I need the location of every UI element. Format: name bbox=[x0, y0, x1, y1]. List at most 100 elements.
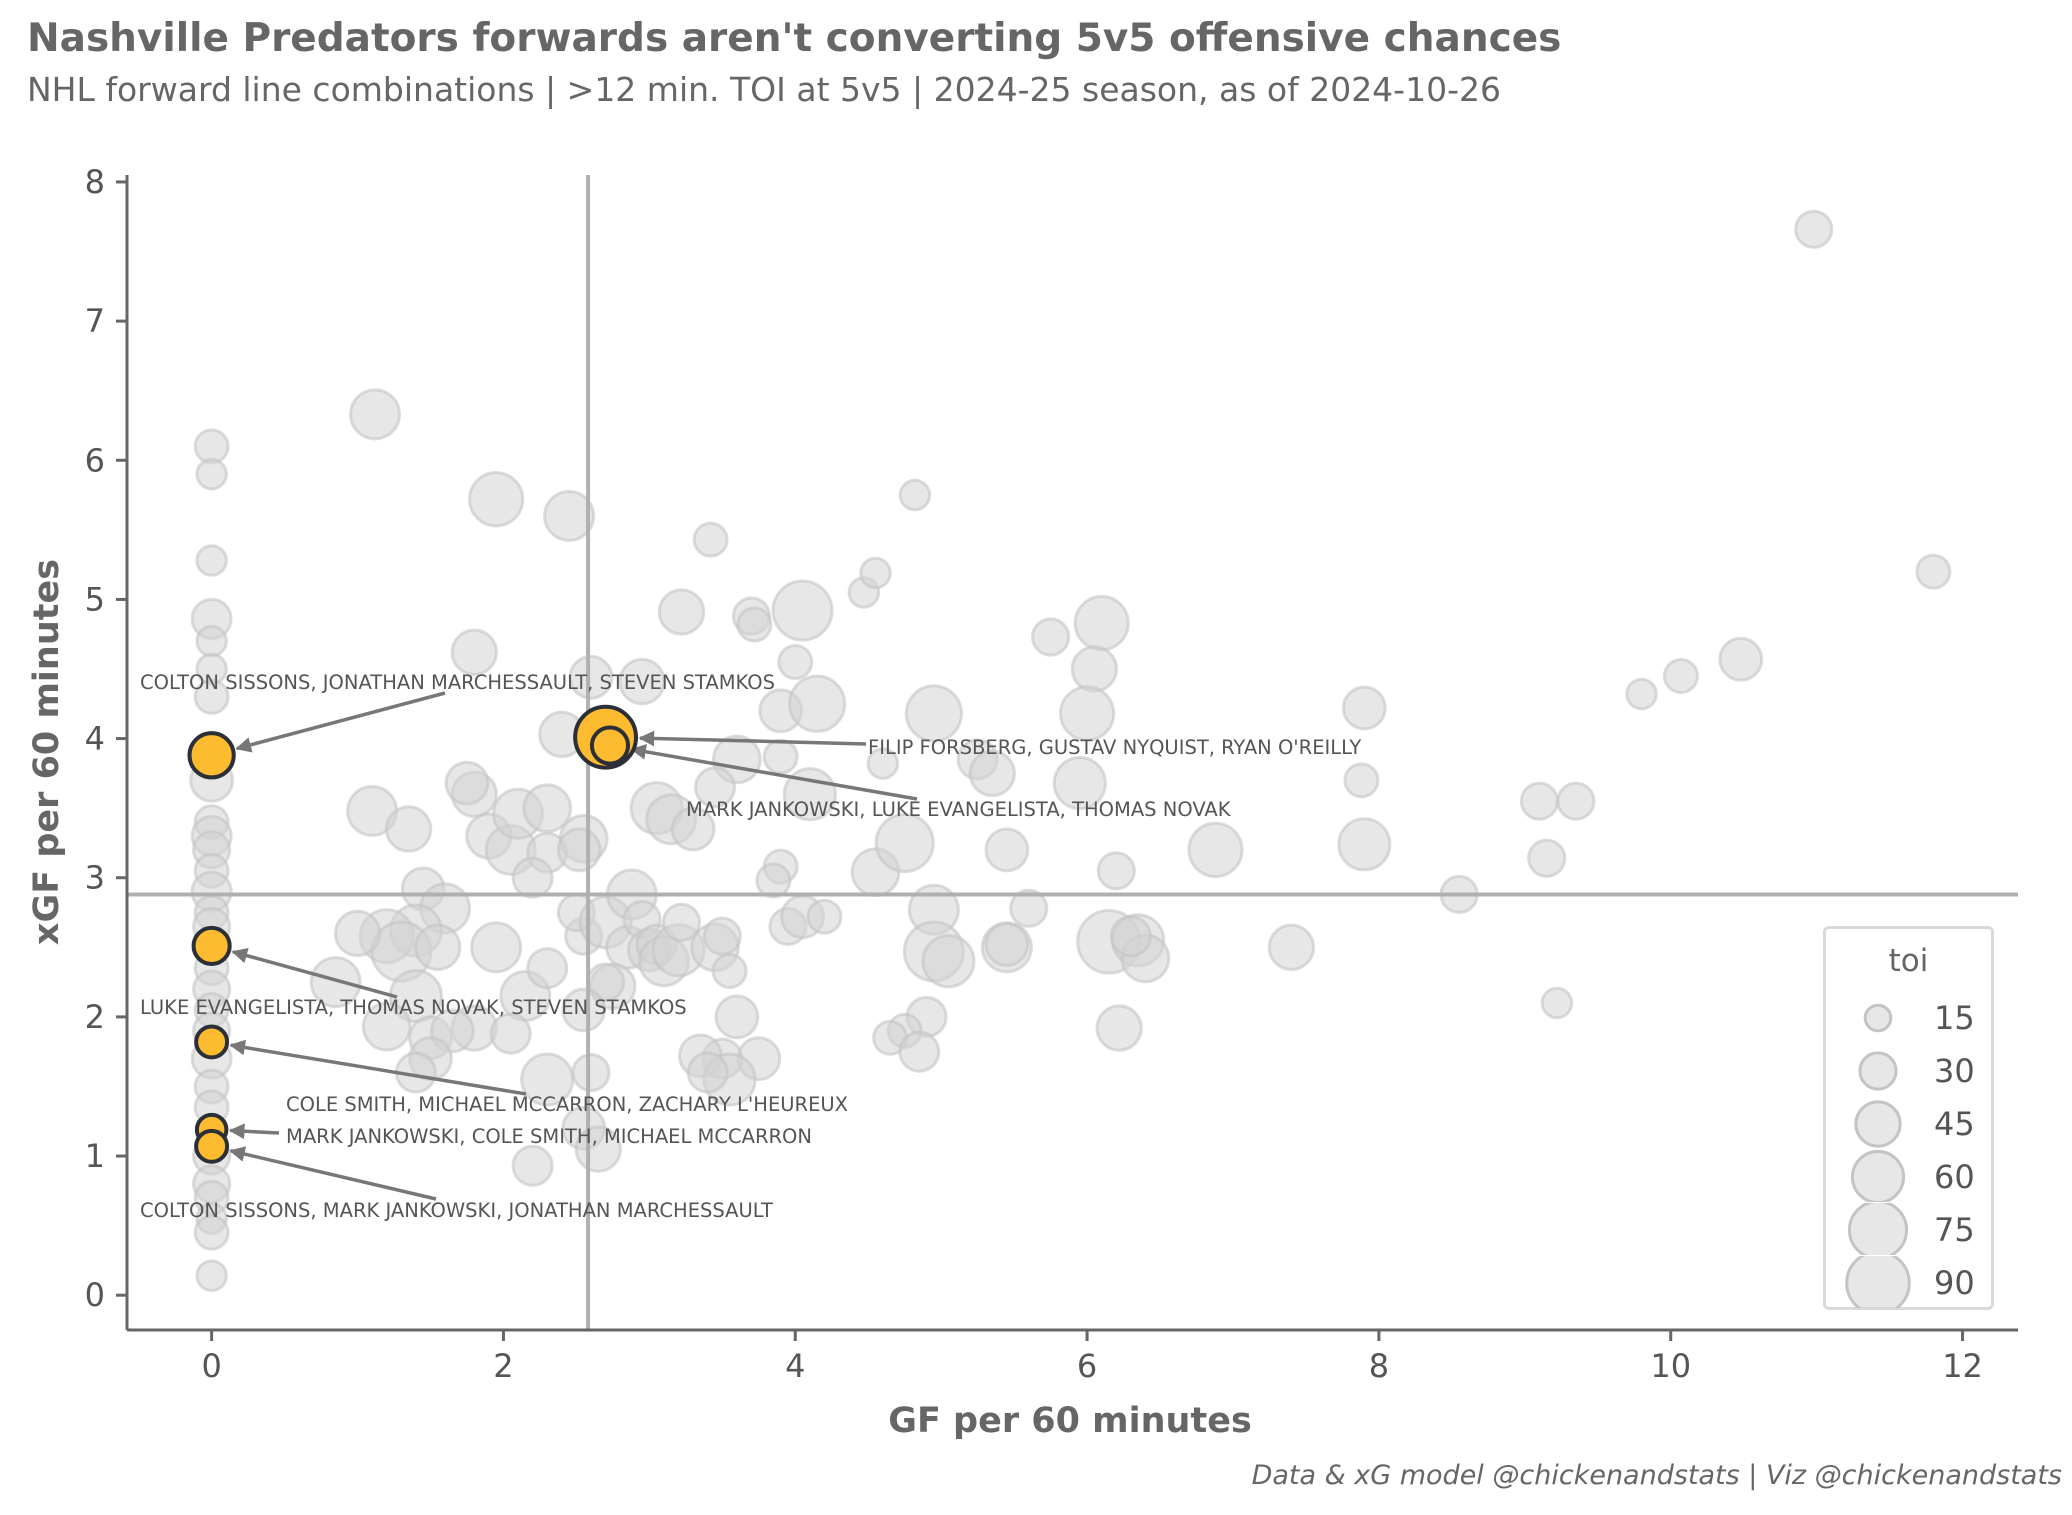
data-point bbox=[195, 1259, 228, 1292]
data-point bbox=[1096, 851, 1136, 891]
highlighted-point bbox=[187, 731, 236, 780]
y-tick-label: 1 bbox=[85, 1137, 105, 1175]
data-point bbox=[1341, 685, 1387, 731]
data-point bbox=[755, 862, 792, 899]
data-point bbox=[777, 644, 814, 681]
data-point bbox=[568, 654, 614, 700]
data-point bbox=[1662, 657, 1699, 694]
data-point bbox=[511, 856, 554, 899]
y-tick-label: 2 bbox=[85, 998, 105, 1036]
data-point bbox=[309, 956, 362, 1009]
legend-value: 60 bbox=[1934, 1158, 1975, 1196]
legend-entry: 75 bbox=[1826, 1203, 1991, 1255]
legend-marker bbox=[1858, 1051, 1898, 1091]
legend-circle bbox=[1845, 1256, 1911, 1308]
data-point bbox=[714, 994, 760, 1040]
data-point bbox=[561, 987, 607, 1033]
data-point bbox=[193, 428, 230, 465]
highlighted-point bbox=[194, 1128, 230, 1164]
data-point bbox=[1527, 838, 1567, 878]
data-point bbox=[1031, 617, 1071, 657]
line-combination-label: LUKE EVANGELISTA, THOMAS NOVAK, STEVEN S… bbox=[140, 996, 687, 1019]
data-point bbox=[1187, 821, 1244, 879]
annotation-arrows-layer bbox=[228, 691, 918, 1201]
data-point bbox=[661, 902, 702, 942]
data-point bbox=[1058, 685, 1116, 742]
y-axis-label: xGF per 60 minutes bbox=[27, 559, 67, 945]
data-point bbox=[1267, 923, 1316, 971]
data-point bbox=[468, 471, 525, 528]
legend-value: 15 bbox=[1934, 999, 1975, 1037]
legend-value: 30 bbox=[1934, 1052, 1975, 1090]
data-point bbox=[349, 388, 402, 441]
legend-marker bbox=[1847, 1203, 1909, 1255]
data-point bbox=[571, 1052, 611, 1093]
data-point bbox=[788, 674, 847, 733]
line-combination-label: COLTON SISSONS, JONATHAN MARCHESSAULT, S… bbox=[140, 671, 775, 694]
highlighted-point bbox=[589, 725, 631, 766]
data-point bbox=[489, 1012, 532, 1055]
data-point bbox=[1073, 594, 1130, 652]
x-tick-label: 8 bbox=[1369, 1347, 1389, 1385]
y-tick-label: 5 bbox=[85, 580, 105, 618]
highlighted-points-layer bbox=[187, 704, 639, 1164]
legend-entry: 90 bbox=[1826, 1256, 1991, 1308]
x-tick-label: 0 bbox=[201, 1347, 221, 1385]
y-tick-label: 8 bbox=[85, 163, 105, 201]
data-point bbox=[670, 806, 716, 852]
data-point bbox=[195, 544, 228, 577]
data-point bbox=[450, 628, 498, 676]
legend-marker bbox=[1854, 1100, 1902, 1148]
data-point bbox=[693, 766, 737, 809]
legend-value: 75 bbox=[1934, 1211, 1975, 1249]
data-point bbox=[1625, 677, 1658, 711]
line-combination-label: COLE SMITH, MICHAEL MCCARRON, ZACHARY L'… bbox=[286, 1093, 848, 1116]
data-point bbox=[1337, 817, 1392, 872]
x-tick-label: 12 bbox=[1942, 1347, 1983, 1385]
legend-circle bbox=[1850, 1150, 1906, 1202]
highlighted-point bbox=[194, 1024, 230, 1060]
legend-circle bbox=[1858, 1051, 1898, 1091]
data-point bbox=[692, 521, 729, 558]
data-point bbox=[522, 783, 573, 833]
annotation-arrow bbox=[228, 1123, 280, 1140]
line-combination-label: FILIP FORSBERG, GUSTAV NYQUIST, RYAN O'R… bbox=[868, 736, 1361, 759]
data-point bbox=[771, 579, 834, 642]
data-point bbox=[968, 749, 1016, 798]
y-tick-label: 0 bbox=[85, 1276, 105, 1314]
y-tick-label: 4 bbox=[85, 720, 105, 758]
data-point bbox=[1343, 762, 1380, 799]
data-point bbox=[618, 657, 666, 706]
highlighted-point bbox=[191, 925, 232, 967]
data-point bbox=[1009, 888, 1049, 928]
x-tick-label: 4 bbox=[785, 1347, 805, 1385]
data-point bbox=[866, 747, 900, 780]
data-point bbox=[762, 738, 799, 775]
legend-value: 45 bbox=[1934, 1105, 1975, 1143]
data-point bbox=[1095, 1004, 1143, 1052]
data-point bbox=[1070, 645, 1119, 693]
legend-marker bbox=[1863, 1003, 1893, 1033]
data-point bbox=[511, 1144, 554, 1187]
data-point bbox=[195, 624, 228, 658]
data-point bbox=[444, 760, 490, 806]
legend-marker bbox=[1845, 1256, 1911, 1308]
annotation-arrow bbox=[630, 744, 918, 801]
source-credit: Data & xG model @chickenandstats | Viz @… bbox=[1251, 1460, 2062, 1491]
data-point bbox=[470, 921, 523, 974]
data-point bbox=[702, 916, 742, 956]
data-point bbox=[543, 489, 596, 542]
data-point bbox=[526, 947, 569, 990]
line-combination-label: COLTON SISSONS, MARK JANKOWSKI, JONATHAN… bbox=[140, 1199, 773, 1222]
annotation-labels-layer: FILIP FORSBERG, GUSTAV NYQUIST, RYAN O'R… bbox=[140, 671, 1361, 1222]
data-point bbox=[711, 952, 748, 989]
legend-title: toi bbox=[1888, 943, 1929, 979]
data-point bbox=[874, 812, 935, 874]
annotation-arrow bbox=[235, 691, 446, 753]
background-points-layer bbox=[189, 209, 1952, 1292]
legend-value: 90 bbox=[1934, 1264, 1975, 1302]
legend-entry: 60 bbox=[1826, 1150, 1991, 1202]
data-point bbox=[1915, 553, 1952, 590]
data-point bbox=[333, 909, 382, 958]
